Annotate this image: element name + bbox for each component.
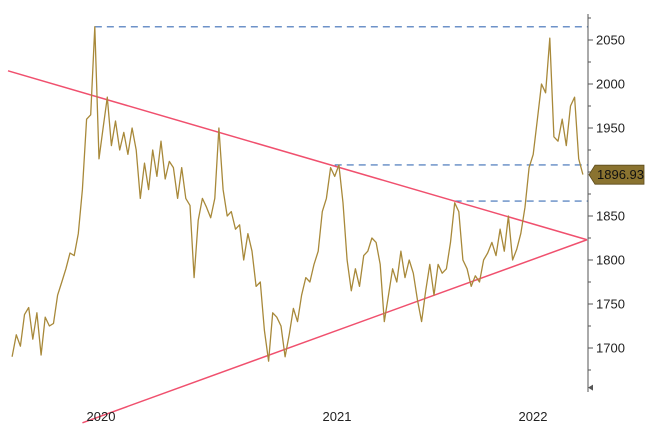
x-tick-label: 2022 bbox=[519, 409, 548, 424]
x-axis: 2020 2021 2022 bbox=[87, 409, 548, 424]
y-tick-label: 1950 bbox=[596, 121, 625, 136]
y-tick-label: 1700 bbox=[596, 341, 625, 356]
y-tick-label: 1750 bbox=[596, 297, 625, 312]
y-tick-label: 1850 bbox=[596, 209, 625, 224]
reference-lines bbox=[94, 26, 588, 202]
y-tick-label: 2050 bbox=[596, 33, 625, 48]
trendlines bbox=[7, 70, 588, 424]
last-value-callout: 1896.93 bbox=[588, 164, 645, 185]
ascending-trendline bbox=[82, 239, 588, 424]
last-value-badge bbox=[588, 164, 645, 185]
y-tick-label: 2000 bbox=[596, 77, 625, 92]
x-tick-label: 2021 bbox=[323, 409, 352, 424]
price-line bbox=[11, 26, 584, 362]
x-tick-label: 2020 bbox=[87, 409, 116, 424]
descending-trendline bbox=[7, 70, 588, 241]
y-tick-label: 1800 bbox=[596, 253, 625, 268]
y-axis-end-marker bbox=[588, 384, 593, 391]
price-series bbox=[11, 26, 584, 362]
last-value-text: 1896.93 bbox=[597, 167, 644, 182]
y-axis: 17001750180018501900195020002050 bbox=[587, 14, 625, 392]
